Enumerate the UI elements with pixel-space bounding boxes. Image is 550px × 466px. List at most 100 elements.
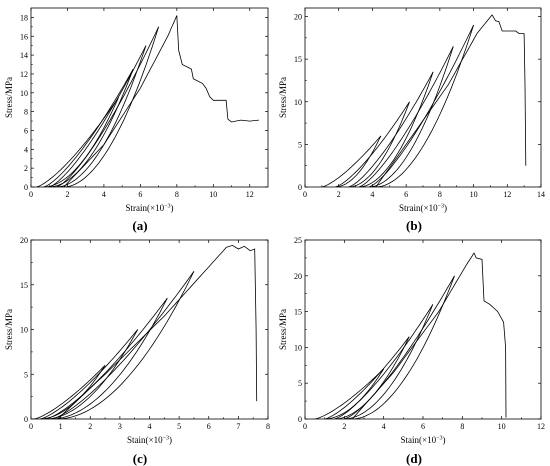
- x-tick-label: 8: [438, 190, 442, 199]
- loading-curve: [33, 365, 106, 419]
- plot-frame: [30, 7, 269, 188]
- envelope-curve: [63, 15, 178, 187]
- unloading-curve: [348, 101, 410, 187]
- loading-curve: [43, 69, 134, 187]
- x-tick-label: 4: [370, 190, 374, 199]
- post-peak-curve: [226, 244, 258, 402]
- x-tick-label: 8: [266, 422, 270, 431]
- x-tick-label: 5: [177, 422, 181, 431]
- x-axis-label: Strain(×10−3): [126, 203, 174, 213]
- y-tick-label: 10: [20, 326, 28, 335]
- x-tick-label: 4: [382, 422, 386, 431]
- loading-curve: [45, 297, 168, 419]
- x-tick-label: 6: [404, 190, 408, 199]
- x-tick-label: 6: [138, 190, 142, 199]
- loading-curve: [321, 135, 382, 187]
- unloading-curve: [335, 135, 382, 187]
- x-tick-label: 2: [337, 190, 341, 199]
- x-tick-label: 3: [118, 422, 122, 431]
- loading-curve: [344, 275, 455, 419]
- y-axis-label: Stress/MPa: [278, 77, 288, 118]
- y-tick-label: 15: [294, 55, 302, 64]
- unloading-curve: [344, 304, 434, 419]
- post-peak-curve: [473, 252, 507, 418]
- x-tick-label: 8: [460, 422, 464, 431]
- x-axis-label: Strain(×10−3): [399, 203, 447, 213]
- panel-label: (b): [406, 218, 422, 233]
- unloading-curve: [43, 97, 119, 187]
- x-tick-label: 0: [303, 190, 307, 199]
- y-tick-label: 5: [298, 379, 302, 388]
- envelope-curve: [351, 252, 475, 419]
- unloading-curve: [375, 24, 474, 187]
- loading-curve: [358, 46, 454, 187]
- loading-curve: [324, 336, 410, 419]
- loading-curve: [348, 71, 434, 187]
- x-tick-label: 10: [498, 422, 506, 431]
- unloading-curve: [63, 26, 159, 187]
- y-tick-label: 0: [298, 183, 302, 192]
- x-tick-label: 0: [29, 422, 33, 431]
- x-tick-label: 14: [537, 190, 545, 199]
- y-tick-label: 0: [24, 415, 28, 424]
- chart-panel-2: 0 2 4 6 8 10 12 14 0 5 10 15 20 Strain(×10−3) Stress/M…: [278, 7, 545, 233]
- unloading-curve: [56, 45, 147, 187]
- unloading-curve: [352, 275, 455, 419]
- x-tick-label: 2: [342, 422, 346, 431]
- y-tick-label: 0: [298, 415, 302, 424]
- x-axis-label: Stain(×10−3): [401, 435, 446, 445]
- y-tick-label: 0: [24, 183, 28, 192]
- x-tick-label: 8: [175, 190, 179, 199]
- x-tick-label: 4: [148, 422, 152, 431]
- curve-group: [36, 15, 259, 187]
- unloading-curve: [39, 365, 106, 419]
- y-tick-label: 10: [294, 98, 302, 107]
- x-tick-label: 10: [470, 190, 478, 199]
- unloading-curve: [57, 271, 195, 419]
- loading-curve: [314, 368, 384, 419]
- y-tick-label: 2: [24, 164, 28, 173]
- y-tick-label: 25: [294, 236, 302, 245]
- y-tick-label: 18: [20, 13, 28, 22]
- x-tick-label: 6: [421, 422, 425, 431]
- y-tick-label: 20: [294, 13, 302, 22]
- loading-curve: [39, 329, 139, 419]
- loading-curve: [51, 271, 195, 419]
- y-axis-label: Stress/MPa: [278, 309, 288, 350]
- y-tick-label: 10: [20, 89, 28, 98]
- x-tick-label: 2: [88, 422, 92, 431]
- unloading-curve: [49, 69, 134, 187]
- y-tick-label: 14: [20, 51, 28, 60]
- loading-curve: [334, 304, 434, 419]
- plot-frame: [304, 7, 542, 188]
- y-tick-label: 4: [24, 145, 28, 154]
- y-tick-label: 15: [20, 281, 28, 290]
- envelope-curve: [375, 14, 493, 187]
- y-tick-label: 5: [24, 370, 28, 379]
- panel-label: (d): [406, 451, 422, 466]
- chart-panel-4: 0 2 4 6 8 10 12 0 5 10 15 20 25 Stain(×10−3) Stress/MP…: [278, 236, 545, 466]
- x-tick-label: 10: [209, 190, 217, 199]
- y-axis-label: Stress/MPa: [4, 309, 14, 350]
- x-tick-label: 12: [503, 190, 511, 199]
- x-tick-label: 6: [207, 422, 211, 431]
- loading-curve: [335, 101, 410, 187]
- x-tick-label: 4: [102, 190, 106, 199]
- loading-curve: [56, 26, 159, 187]
- y-tick-label: 8: [24, 108, 28, 117]
- x-tick-label: 12: [246, 190, 254, 199]
- x-tick-label: 12: [537, 422, 545, 431]
- post-peak-curve: [491, 14, 527, 166]
- y-tick-label: 20: [294, 272, 302, 281]
- loading-curve: [36, 97, 119, 187]
- x-tick-label: 0: [29, 190, 33, 199]
- envelope-curve: [57, 246, 227, 419]
- y-tick-label: 16: [20, 32, 28, 41]
- chart-panel-3: 0 1 2 3 4 5 6 7 8 0 5 10 15 20 Stain(×10−3) Stress/MPa (…: [4, 236, 270, 466]
- x-tick-label: 7: [236, 422, 240, 431]
- y-tick-label: 5: [298, 140, 302, 149]
- panel-label: (c): [133, 451, 147, 466]
- x-tick-label: 1: [59, 422, 63, 431]
- curve-group: [321, 14, 527, 187]
- x-tick-label: 2: [65, 190, 69, 199]
